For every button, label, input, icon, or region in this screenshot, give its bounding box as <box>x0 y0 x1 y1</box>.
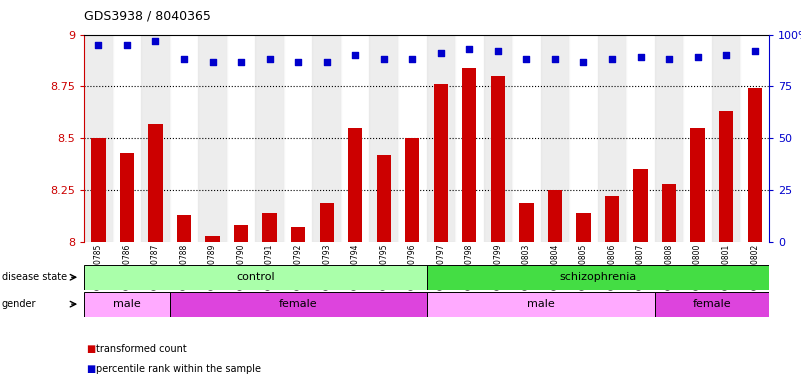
Text: female: female <box>693 299 731 310</box>
Point <box>406 56 419 63</box>
Text: GDS3938 / 8040365: GDS3938 / 8040365 <box>84 10 211 23</box>
Bar <box>312 35 341 242</box>
Bar <box>455 35 484 242</box>
Text: ■: ■ <box>87 364 96 374</box>
Bar <box>570 35 598 242</box>
Point <box>691 54 704 60</box>
Bar <box>263 213 276 242</box>
Bar <box>577 213 590 242</box>
Text: female: female <box>279 299 317 310</box>
Point <box>178 56 191 63</box>
Bar <box>512 35 541 242</box>
Bar <box>113 35 141 242</box>
Bar <box>291 227 305 242</box>
Bar <box>205 236 219 242</box>
Point <box>206 58 219 65</box>
Text: schizophrenia: schizophrenia <box>559 272 636 283</box>
Point <box>92 42 105 48</box>
Bar <box>712 35 740 242</box>
Text: gender: gender <box>2 299 36 309</box>
Point <box>235 58 248 65</box>
Bar <box>747 88 762 242</box>
Point <box>577 58 590 65</box>
Bar <box>170 292 426 317</box>
Bar <box>426 265 769 290</box>
Bar <box>491 76 505 242</box>
Text: disease state: disease state <box>2 272 66 282</box>
Bar <box>141 35 170 242</box>
Bar <box>548 190 562 242</box>
Bar <box>84 292 170 317</box>
Bar <box>719 111 733 242</box>
Bar <box>227 35 256 242</box>
Bar <box>690 128 705 242</box>
Bar <box>433 84 448 242</box>
Bar <box>341 35 369 242</box>
Bar <box>484 35 512 242</box>
Text: percentile rank within the sample: percentile rank within the sample <box>96 364 261 374</box>
Bar <box>148 124 163 242</box>
Point <box>149 38 162 44</box>
Bar <box>405 138 420 242</box>
Point <box>634 54 647 60</box>
Point <box>264 56 276 63</box>
Point <box>320 58 333 65</box>
Point <box>292 58 304 65</box>
Bar <box>234 225 248 242</box>
Bar <box>84 265 426 290</box>
Bar <box>84 35 113 242</box>
Bar <box>519 202 533 242</box>
Point <box>606 56 618 63</box>
Point <box>520 56 533 63</box>
Bar <box>662 184 676 242</box>
Bar <box>398 35 426 242</box>
Bar <box>654 35 683 242</box>
Bar <box>634 169 648 242</box>
Bar <box>320 202 334 242</box>
Bar <box>541 35 570 242</box>
Point <box>492 48 505 54</box>
Bar <box>598 35 626 242</box>
Text: male: male <box>113 299 141 310</box>
Bar <box>256 35 284 242</box>
Text: transformed count: transformed count <box>96 344 187 354</box>
Text: control: control <box>236 272 275 283</box>
Bar <box>654 292 769 317</box>
Bar <box>605 196 619 242</box>
Bar <box>199 35 227 242</box>
Text: ■: ■ <box>87 344 96 354</box>
Bar <box>626 35 654 242</box>
Bar <box>284 35 312 242</box>
Bar <box>683 35 712 242</box>
Bar <box>740 35 769 242</box>
Point <box>463 46 476 52</box>
Point <box>720 52 733 58</box>
Bar <box>91 138 106 242</box>
Bar <box>426 292 654 317</box>
Bar <box>369 35 398 242</box>
Bar <box>426 35 455 242</box>
Bar <box>376 155 391 242</box>
Bar <box>177 215 191 242</box>
Point <box>748 48 761 54</box>
Text: male: male <box>527 299 554 310</box>
Bar <box>348 128 362 242</box>
Point <box>662 56 675 63</box>
Bar <box>120 153 134 242</box>
Bar <box>170 35 199 242</box>
Point <box>348 52 361 58</box>
Point <box>120 42 133 48</box>
Point <box>549 56 562 63</box>
Bar <box>462 68 477 242</box>
Point <box>434 50 447 56</box>
Point <box>377 56 390 63</box>
